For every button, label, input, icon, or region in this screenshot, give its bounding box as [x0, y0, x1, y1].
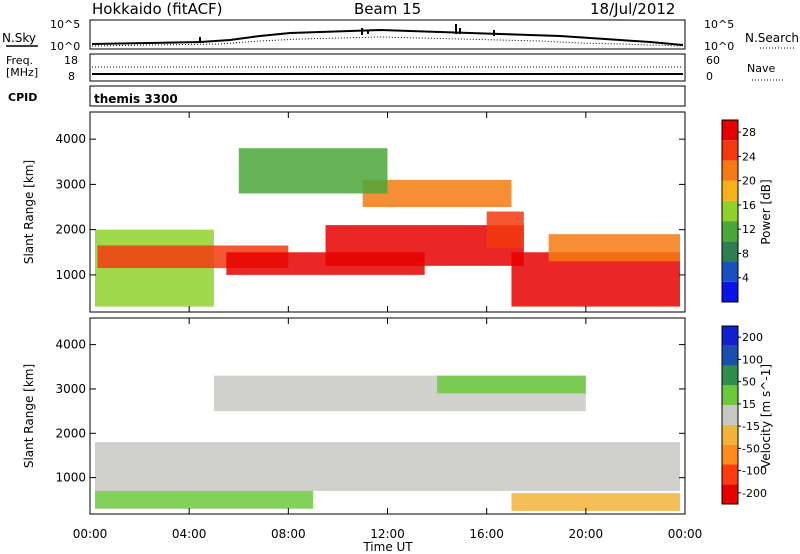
colorbar-segment: [722, 424, 738, 445]
colorbar-tick-label: 4: [742, 272, 749, 285]
nave-tick-60: 60: [706, 54, 720, 67]
nsky-trace: [91, 28, 684, 46]
colorbar-tick-label: 24: [742, 150, 756, 163]
colorbar-tick-label: -100: [742, 465, 767, 478]
x-tick-label: 20:00: [569, 527, 604, 541]
nsky-tick-top: 10^5: [50, 18, 80, 31]
freq-label-1: Freq.: [6, 54, 33, 67]
data-band: [94, 442, 681, 491]
y-tick-label: 4000: [55, 338, 86, 352]
nsky-tick-bottom: 10^0: [50, 40, 80, 53]
colorbar-tick-label: 50: [742, 376, 756, 389]
colorbar-segment: [722, 385, 738, 406]
colorbar-segment: [722, 405, 738, 425]
data-band: [94, 490, 314, 509]
cpid-frame: [89, 85, 686, 107]
colorbar-segment: [722, 221, 738, 242]
colorbar-segment: [722, 365, 738, 386]
colorbar-segment: [722, 241, 738, 262]
power-axes: 1000 2000 3000 4000: [55, 112, 686, 312]
colorbar-tick-label: 20: [742, 175, 756, 188]
x-tick-label: 00:00: [73, 527, 108, 541]
beam-title: Beam 15: [354, 0, 421, 18]
nave-tick-0: 0: [706, 70, 713, 83]
colorbar-segment: [722, 200, 738, 222]
y-tick-label: 4000: [55, 132, 86, 146]
power-plot-area: [94, 148, 681, 307]
velocity-colorbar-label: Velocity [m s^-1]: [759, 364, 773, 468]
y-tick-label: 1000: [55, 471, 86, 485]
colorbar-segment: [722, 261, 738, 282]
colorbar-segment: [722, 484, 738, 504]
colorbar-tick-label: 15: [742, 398, 756, 411]
velocity-colorbar: 200 100 50 15 -15 -50 -100 -200: [721, 325, 767, 505]
colorbar-tick-label: 16: [742, 199, 756, 212]
colorbar-tick-label: -15: [742, 420, 760, 433]
cpid-label: CPID: [8, 91, 37, 104]
colorbar-tick-label: 28: [742, 126, 756, 139]
colorbar-tick-label: 12: [742, 223, 756, 236]
colorbar-segment: [722, 140, 738, 161]
colorbar-tick-label: -50: [742, 442, 760, 455]
y-tick-label: 1000: [55, 268, 86, 282]
freq-tick-8: 8: [68, 70, 75, 83]
colorbar-segment: [722, 120, 738, 141]
x-tick-label: 16:00: [469, 527, 504, 541]
data-band: [486, 211, 524, 248]
cpid-value: themis 3300: [94, 92, 178, 106]
freq-label-2: [MHz]: [6, 66, 38, 79]
velocity-ylabel: Slant Range [km]: [22, 364, 36, 468]
x-tick-label: 08:00: [271, 527, 306, 541]
y-tick-label: 3000: [55, 177, 86, 191]
station-title: Hokkaido (fitACF): [92, 0, 223, 18]
colorbar-segment: [722, 160, 738, 181]
colorbar-frame: [721, 325, 739, 505]
velocity-axes: 1000 2000 3000 4000: [55, 318, 686, 514]
power-ylabel: Slant Range [km]: [22, 160, 36, 264]
nsky-left-label: N.Sky: [2, 31, 36, 45]
data-band: [238, 148, 388, 194]
colorbar-tick-label: 100: [742, 353, 763, 366]
x-axis-label: Time UT: [362, 540, 413, 554]
colorbar-segment: [722, 444, 738, 465]
colorbar-tick-label: -200: [742, 487, 767, 500]
x-tick-label: 12:00: [370, 527, 405, 541]
nsky-frame: [89, 19, 686, 50]
y-tick-label: 2000: [55, 426, 86, 440]
colorbar-segment: [722, 345, 738, 366]
x-tick-label: 00:00: [668, 527, 703, 541]
colorbar-segment: [722, 180, 738, 201]
y-tick-label: 2000: [55, 223, 86, 237]
nsky-tick-top-right: 10^5: [704, 18, 734, 31]
y-tick-label: 3000: [55, 382, 86, 396]
nave-label: Nave: [747, 62, 775, 75]
nsearch-right-label: N.Search: [745, 31, 799, 45]
nsky-spikes: [199, 24, 495, 42]
colorbar-segment: [722, 464, 738, 485]
power-colorbar: 4 8 12 16 20 24 28: [721, 119, 756, 303]
nsky-tick-bottom-right: 10^0: [704, 40, 734, 53]
x-tick-label: 04:00: [172, 527, 207, 541]
power-colorbar-label: Power [dB]: [759, 179, 773, 244]
data-band: [437, 375, 586, 394]
freq-tick-18: 18: [64, 54, 78, 67]
data-band: [548, 234, 681, 262]
colorbar-tick-label: 8: [742, 247, 749, 260]
x-axis-ticks: 00:00 04:00 08:00 12:00 16:00 20:00 00:00: [73, 527, 703, 541]
freq-frame: [89, 53, 686, 82]
colorbar-tick-label: 200: [742, 331, 763, 344]
data-band: [511, 493, 681, 511]
colorbar-segment: [722, 326, 738, 346]
date-title: 18/Jul/2012: [590, 0, 675, 18]
colorbar-frame: [721, 119, 739, 303]
colorbar-segment: [722, 281, 738, 302]
velocity-plot-area: [94, 375, 681, 511]
